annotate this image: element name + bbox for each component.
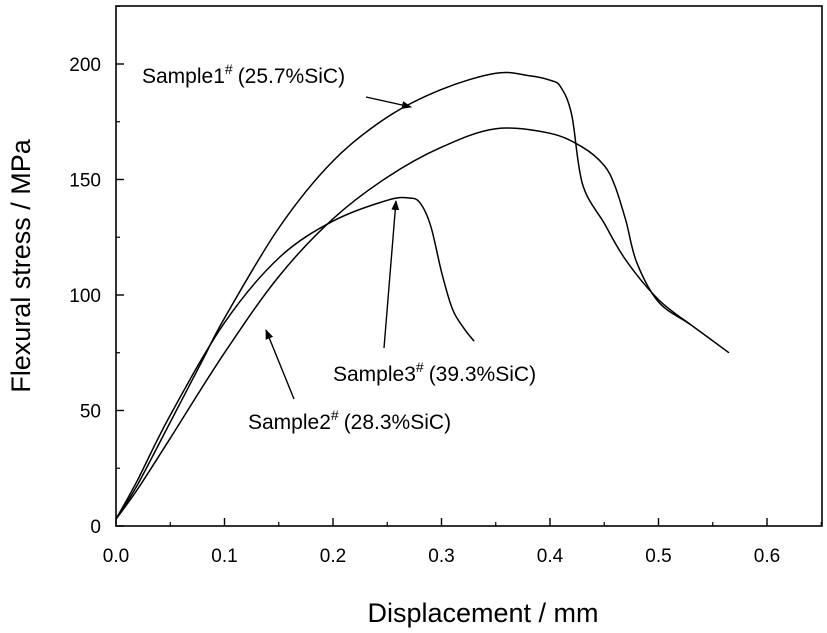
plot-frame (115, 5, 823, 527)
y-tick-label: 0 (90, 517, 101, 538)
y-tick-label: 150 (69, 171, 101, 192)
y-tick-label: 200 (69, 55, 101, 76)
x-tick-label: 0.2 (320, 546, 346, 567)
x-axis-ticks: 0.0 0.1 0.2 0.3 0.4 0.5 0.6 (103, 518, 822, 567)
x-tick-label: 0.0 (103, 546, 129, 567)
series-layer (115, 71, 730, 520)
series-line-sample1 (115, 71, 692, 520)
series-line-sample3 (115, 196, 475, 520)
x-tick-label: 0.6 (754, 546, 780, 567)
annotation-sample2-main: Sample2 (248, 411, 331, 434)
svg-text:Sample2#(28.3%SiC): Sample2# (28.3%SiC) (248, 407, 451, 434)
annotation-sample1-sup: # (225, 61, 233, 77)
annotation-sample3-tail: (39.3%SiC) (429, 363, 536, 386)
x-axis-title: Displacement / mm (367, 598, 598, 628)
svg-text:Sample1#(25.7%SiC): Sample1# (25.7%SiC) (142, 61, 345, 88)
annotation-sample2-tail: (28.3%SiC) (344, 411, 451, 434)
x-tick-label: 0.5 (645, 546, 671, 567)
annotation-sample1-tail: (25.7%SiC) (238, 65, 345, 88)
x-tick-label: 0.3 (428, 546, 454, 567)
series-line-sample2 (115, 127, 730, 520)
annotation-sample1: Sample1# (25.7%SiC) (142, 61, 412, 109)
y-tick-label: 50 (80, 402, 101, 423)
x-tick-label: 0.4 (537, 546, 564, 567)
annotation-sample2-arrow (265, 329, 295, 400)
annotation-sample1-arrow (365, 96, 412, 109)
y-axis-title: Flexural stress / MPa (6, 138, 36, 393)
annotation-sample2: Sample2# (28.3%SiC) (248, 329, 451, 434)
y-tick-label: 100 (69, 286, 101, 307)
svg-text:Sample3#(39.3%SiC): Sample3# (39.3%SiC) (333, 359, 536, 386)
annotation-sample3-sup: # (416, 359, 424, 375)
y-axis-ticks: 0 50 100 150 200 (69, 5, 124, 538)
annotation-sample3: Sample3# (39.3%SiC) (333, 200, 536, 386)
annotation-sample2-sup: # (331, 407, 339, 423)
annotation-sample3-arrow (383, 200, 400, 349)
x-tick-label: 0.1 (211, 546, 237, 567)
annotation-sample1-main: Sample1 (142, 65, 225, 88)
annotation-sample3-main: Sample3 (333, 363, 416, 386)
